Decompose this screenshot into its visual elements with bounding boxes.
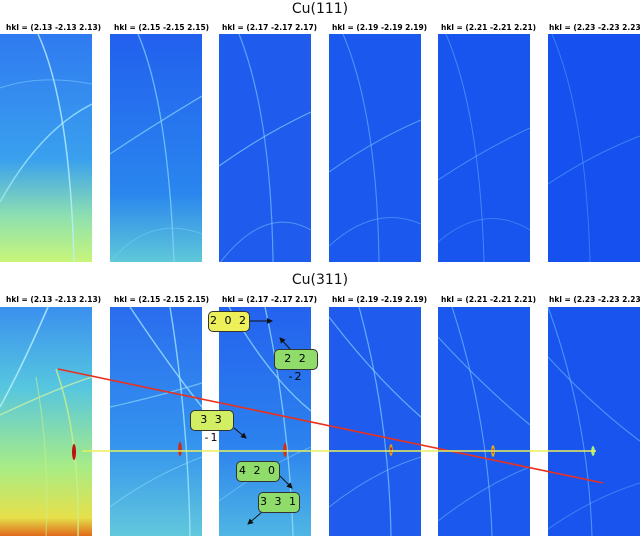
label-22m2: 2 2 -2	[274, 349, 318, 383]
hkl-caption: hkl = (2.23 -2.23 2.23)	[549, 295, 640, 304]
arrow-331	[247, 511, 263, 525]
label-33m1: 3 3 -1	[190, 410, 234, 444]
arrow-22m2	[279, 337, 291, 350]
hkl-caption: hkl = (2.13 -2.13 2.13)	[6, 295, 102, 304]
detector-image-cu311-5	[438, 307, 530, 536]
detector-image-cu111-2	[110, 34, 202, 262]
detector-image-cu311-1	[0, 307, 92, 536]
detector-image-cu111-1	[0, 34, 92, 262]
label-420: 4 2 0	[236, 461, 280, 482]
hkl-caption: hkl = (2.21 -2.21 2.21)	[441, 23, 537, 32]
hkl-caption: hkl = (2.15 -2.15 2.15)	[114, 23, 210, 32]
reference-line-red	[57, 368, 604, 484]
detector-image-cu111-6	[548, 34, 640, 262]
arrow-420	[279, 475, 293, 489]
detector-image-cu111-3	[219, 34, 311, 262]
detector-image-cu111-5	[438, 34, 530, 262]
hkl-caption: hkl = (2.17 -2.17 2.17)	[222, 23, 318, 32]
label-331: 3 3 1	[258, 492, 300, 513]
detector-image-cu311-2	[110, 307, 202, 536]
hkl-caption: hkl = (2.21 -2.21 2.21)	[441, 295, 537, 304]
hkl-caption: hkl = (2.19 -2.19 2.19)	[332, 23, 428, 32]
arrow-33m1	[233, 427, 247, 439]
hkl-caption: hkl = (2.19 -2.19 2.19)	[332, 295, 428, 304]
detector-image-cu311-6	[548, 307, 640, 536]
hkl-caption: hkl = (2.23 -2.23 2.23)	[549, 23, 640, 32]
label-202: 2 0 2	[208, 311, 250, 332]
row-title-cu111: Cu(111)	[291, 1, 349, 17]
hkl-caption: hkl = (2.17 -2.17 2.17)	[222, 295, 318, 304]
hkl-caption: hkl = (2.15 -2.15 2.15)	[114, 295, 210, 304]
detector-image-cu111-4	[329, 34, 421, 262]
detector-image-cu311-4	[329, 307, 421, 536]
hkl-caption: hkl = (2.13 -2.13 2.13)	[6, 23, 102, 32]
row-title-cu311: Cu(311)	[291, 272, 349, 288]
